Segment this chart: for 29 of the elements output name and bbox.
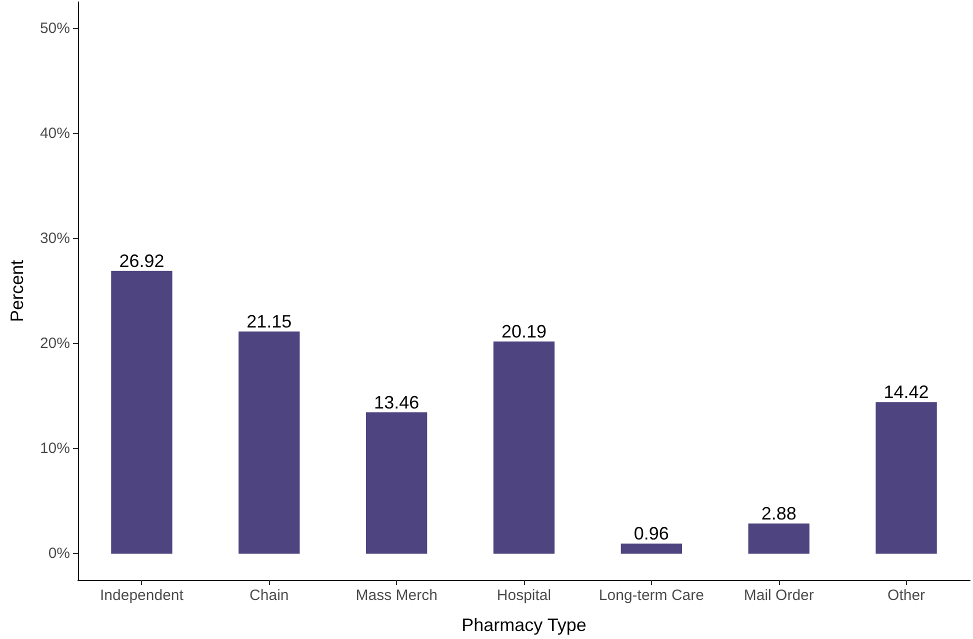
y-axis-title: Percent	[7, 260, 27, 322]
x-tick-label: Mail Order	[744, 587, 814, 604]
data-label: 21.15	[246, 311, 292, 332]
bar	[620, 544, 682, 554]
y-tick-label: 50%	[40, 20, 70, 37]
data-label: 0.96	[634, 524, 669, 544]
x-axis-title: Pharmacy Type	[462, 615, 586, 635]
bar	[238, 331, 300, 554]
data-label: 2.88	[761, 503, 796, 524]
x-tick-label: Other	[888, 587, 926, 604]
x-tick-label: Hospital	[496, 587, 552, 604]
x-tick-label: Mass Merch	[356, 587, 438, 604]
y-tick-label: 10%	[40, 440, 70, 458]
y-tick-label: 40%	[40, 124, 70, 142]
y-tick-label: 30%	[40, 230, 70, 247]
y-tick-label: 0%	[48, 545, 70, 562]
data-label: 13.46	[374, 392, 420, 412]
bar	[876, 402, 937, 554]
bar	[111, 270, 172, 554]
data-label: 14.42	[884, 382, 929, 402]
data-label: 26.92	[119, 250, 164, 271]
y-tick-label: 20%	[40, 335, 70, 352]
bar	[748, 523, 810, 554]
bar	[493, 342, 555, 554]
data-label: 20.19	[501, 322, 547, 342]
x-tick-label: Independent	[100, 587, 184, 604]
bar	[366, 412, 428, 554]
x-tick-label: Long-term Care	[598, 587, 704, 604]
x-tick-label: Chain	[250, 587, 289, 604]
